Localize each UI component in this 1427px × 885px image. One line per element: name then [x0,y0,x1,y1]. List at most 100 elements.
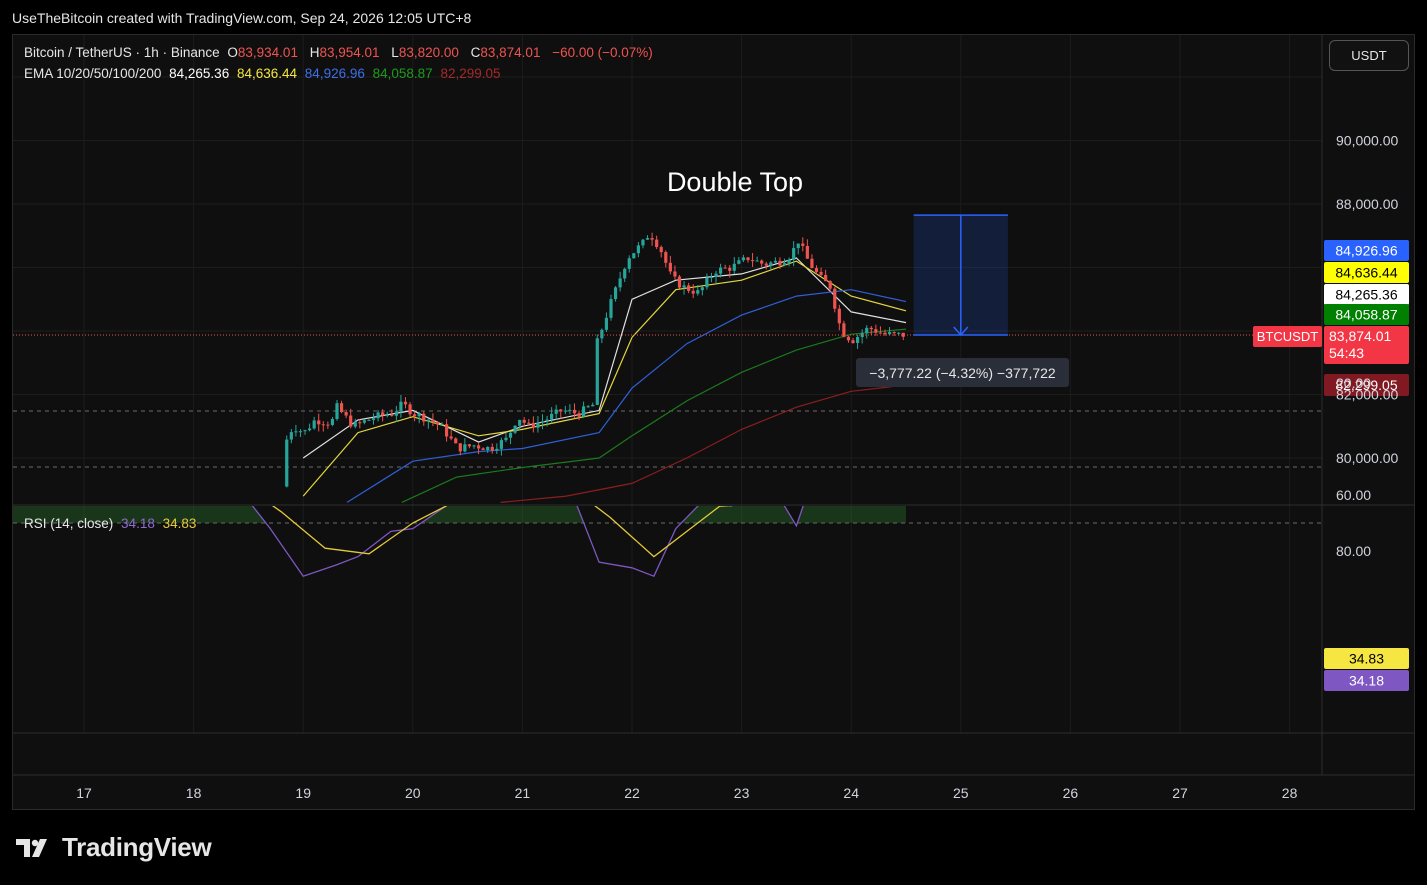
ema-10-line [302,257,907,459]
candle-body [353,422,357,427]
rsi-tag-bg [1324,670,1409,691]
rsi-legend: RSI (14, close) 34.18 34.83 [24,516,200,531]
rsi-line [251,506,804,578]
candle-body [422,413,426,422]
candle-body [755,260,759,262]
candle-body [650,238,654,240]
candle-body [435,421,440,425]
candle-body [303,430,307,432]
candle-body [833,288,837,309]
ema200-value: 82,299.05 [440,66,501,81]
candle-body [604,317,609,330]
candle-body [869,327,873,330]
brand-name: TradingView [62,832,212,862]
candle-body [741,257,746,261]
candle-body [339,403,344,413]
symbol-title[interactable]: Bitcoin / TetherUS · 1h · Binance [24,45,220,60]
high-value: 83,954.01 [319,45,380,60]
candle-body [330,419,335,425]
candle-body [481,448,485,451]
candle-body [344,412,348,416]
candle-body [668,262,672,272]
double-top-label: Double Top [667,167,803,197]
currency-button[interactable]: USDT [1329,40,1409,71]
open-value: 83,934.01 [237,45,298,60]
close-label: C [470,45,481,60]
change-value: −60.00 (−0.07%) [552,45,653,60]
candle-body [426,419,430,422]
chart-axes: 80,000.00 82,000.00 88,000.00 90,000.00 80.0… [76,133,1398,802]
candle-body [289,432,293,440]
rsi-ma-tag: 34.83 [1349,651,1384,667]
candle-body [444,424,449,437]
candle-body [691,290,695,294]
chart-frame [12,34,1415,810]
ema10-price-tag: 84,265.36 [1335,287,1397,303]
time-tick-label: 25 [953,785,969,801]
tradingview-logo-icon [16,838,47,857]
chart-overlay: −3,777.22 (−4.32%) −377,722 Double Top 84,… [13,167,1409,691]
candle-body [897,332,901,334]
rsi-lines [13,506,906,578]
candle-body [874,329,878,333]
candle-body [513,425,517,433]
candle-body [449,436,453,439]
candle-body [417,413,421,417]
candle-body [778,260,782,266]
candle-body [367,419,371,421]
candlesticks [285,232,905,488]
time-tick-label: 24 [843,785,859,801]
candle-body [655,239,659,248]
candle-body [554,409,558,414]
rsi-tag: 34.18 [1349,673,1384,689]
ema50-price-tag-bg [1324,240,1409,261]
ema-title[interactable]: EMA 10/20/50/100/200 [24,66,162,81]
symbol-tag: BTCUSDT [1257,329,1318,344]
time-tick-label: 23 [734,785,750,801]
candle-body [773,260,777,263]
ema-50-line [346,289,907,503]
candle-body [403,401,408,405]
rsi-ma-tag-bg [1324,648,1409,669]
candle-body [732,263,736,271]
candle-body [349,415,353,427]
candle-body [764,263,768,266]
candle-body [518,419,522,426]
candle-body [645,238,650,240]
ema50-price-tag: 84,926.96 [1335,243,1397,259]
chart-attribution: UseTheBitcoin created with TradingView.c… [12,10,472,26]
rsi-band [13,410,1322,524]
candle-body [828,281,832,289]
last-price-tag-bg [1324,326,1409,364]
candle-body [801,243,805,246]
tradingview-brand[interactable]: TradingView [16,832,212,863]
candle-body [408,404,412,415]
rsi-ma-legend-value: 34.83 [162,516,197,531]
low-label: L [391,45,399,60]
price-tick-label: 90,000.00 [1336,133,1398,149]
time-tick-label: 17 [76,785,92,801]
candle-body [883,332,887,335]
candle-body [892,332,896,334]
ema100-price-tag-bg [1324,304,1409,325]
candle-body [591,404,595,407]
candle-body [326,424,330,426]
time-tick-label: 26 [1063,785,1079,801]
ema20-price-tag-bg [1324,262,1409,283]
candle-body [595,338,599,405]
candle-body [463,444,467,452]
candle-body [887,332,892,335]
rsi-tick-label: 80.00 [1336,543,1371,559]
candle-body [723,267,727,269]
ema100-price-tag: 84,058.87 [1335,307,1397,323]
time-tick-label: 27 [1172,785,1188,801]
rsi-tick-label: 20.00 [1336,375,1371,391]
candle-body [431,419,435,422]
candle-body [718,267,723,274]
rsi-title[interactable]: RSI (14, close) [24,516,114,531]
candle-body [527,422,531,424]
price-tick-label: 80,000.00 [1336,450,1398,466]
candle-body [737,260,741,264]
candle-body [627,258,631,269]
